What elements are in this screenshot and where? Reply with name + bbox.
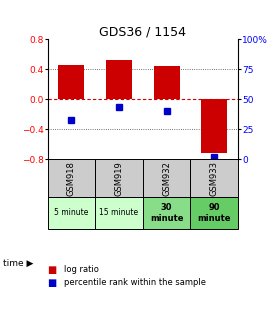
Text: ■: ■: [48, 265, 57, 275]
Text: GSM918: GSM918: [67, 161, 76, 196]
Text: 5 minute: 5 minute: [54, 208, 88, 217]
Bar: [143, 160, 190, 197]
Text: ■: ■: [48, 278, 57, 288]
Text: GSM932: GSM932: [162, 161, 171, 196]
Bar: [58, 65, 85, 99]
Text: log ratio: log ratio: [64, 265, 99, 274]
Bar: [106, 60, 132, 99]
Bar: [95, 160, 143, 197]
Text: GSM933: GSM933: [210, 161, 219, 196]
Text: percentile rank within the sample: percentile rank within the sample: [64, 278, 206, 287]
Bar: [201, 99, 227, 153]
Text: 15 minute: 15 minute: [99, 208, 139, 217]
Text: 90
minute: 90 minute: [197, 203, 231, 223]
Bar: [143, 197, 190, 229]
Bar: [48, 197, 95, 229]
Bar: [153, 66, 180, 99]
Text: 30
minute: 30 minute: [150, 203, 183, 223]
Title: GDS36 / 1154: GDS36 / 1154: [99, 25, 186, 38]
Bar: [190, 197, 238, 229]
Text: time ▶: time ▶: [3, 259, 33, 268]
Bar: [95, 197, 143, 229]
Bar: [190, 160, 238, 197]
Text: GSM919: GSM919: [115, 161, 123, 196]
Bar: [48, 160, 95, 197]
